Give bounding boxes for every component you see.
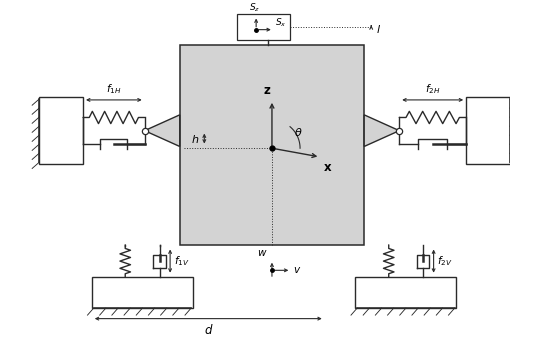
Text: $f_{1H}$: $f_{1H}$ [106, 83, 122, 96]
Text: $f_{2H}$: $f_{2H}$ [425, 83, 441, 96]
Text: $f_{2V}$: $f_{2V}$ [437, 254, 453, 268]
Text: $S_z$: $S_z$ [249, 1, 260, 14]
Text: $\mathbf{z}$: $\mathbf{z}$ [263, 84, 272, 97]
Text: $h$: $h$ [191, 134, 199, 145]
Text: $S_x$: $S_x$ [276, 16, 287, 29]
FancyBboxPatch shape [180, 45, 364, 245]
FancyBboxPatch shape [92, 277, 193, 308]
Text: $l$: $l$ [376, 23, 381, 35]
Polygon shape [145, 115, 180, 146]
Text: $w$: $w$ [257, 248, 267, 258]
Text: $f_{1V}$: $f_{1V}$ [174, 254, 189, 268]
Polygon shape [364, 115, 399, 146]
Text: $d$: $d$ [204, 323, 213, 337]
FancyBboxPatch shape [355, 277, 457, 308]
FancyBboxPatch shape [237, 14, 289, 40]
FancyBboxPatch shape [466, 97, 510, 164]
Text: $\mathbf{x}$: $\mathbf{x}$ [323, 161, 332, 174]
Text: $v$: $v$ [293, 265, 301, 275]
Text: $\theta$: $\theta$ [294, 126, 302, 138]
FancyBboxPatch shape [39, 97, 83, 164]
